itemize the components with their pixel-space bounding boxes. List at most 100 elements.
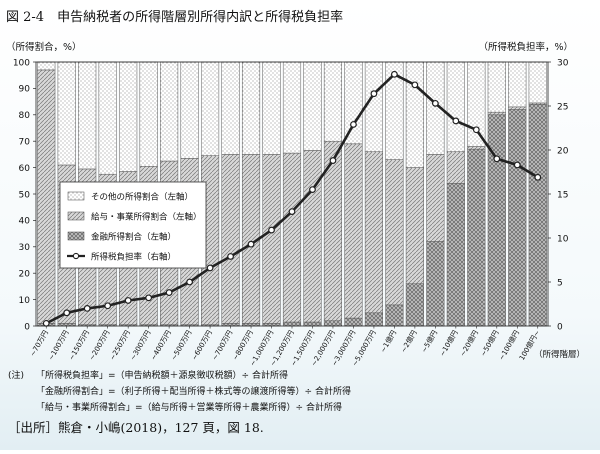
tax-rate-point <box>411 81 419 89</box>
x-axis-unit: （所得階層） <box>534 349 585 360</box>
tax-rate-point <box>472 126 480 134</box>
tax-rate-point <box>165 289 173 296</box>
legend-swatch-salary <box>67 211 85 221</box>
x-tick-labels: ~70万円~100万円~150万円~200万円~250万円~300万円~400万… <box>29 326 542 368</box>
right-tick-label: 5 <box>557 278 563 288</box>
left-tick-label: 40 <box>19 217 31 227</box>
bar-other <box>508 61 527 108</box>
right-tick-label: 0 <box>557 322 563 332</box>
right-tick-label: 15 <box>557 190 568 200</box>
bar-salary <box>282 152 302 323</box>
bar-other <box>57 61 76 166</box>
x-tick-label: ~10億円 <box>437 329 459 358</box>
bar-other <box>119 61 138 172</box>
x-tick-label: ~5億円 <box>419 329 439 355</box>
tax-rate-point <box>370 90 378 98</box>
right-axis-unit: （所得税負担率，%） <box>478 41 573 53</box>
tax-rate-point <box>124 297 132 304</box>
tax-rate-point <box>186 278 194 286</box>
left-tick-label: 90 <box>19 85 31 95</box>
bar-other <box>364 61 383 153</box>
bar-other <box>78 61 97 170</box>
legend-label-financial: 金融所得割合（左軸） <box>91 232 176 243</box>
legend-line-marker <box>72 252 80 260</box>
left-tick-label: 10 <box>19 296 31 306</box>
ticks-layer: 0 10 20 30 40 50 60 70 80 90 100 0 5 10 15 20 25 30 <box>13 58 569 332</box>
tax-rate-point <box>452 117 460 125</box>
tax-rate-point <box>309 186 316 194</box>
tax-rate-point <box>350 121 357 128</box>
bar-other <box>323 61 343 142</box>
bar-financial <box>487 114 506 327</box>
bar-other <box>487 61 506 113</box>
left-tick-label: 30 <box>19 243 31 253</box>
bar-financial <box>528 103 547 327</box>
tax-rate-point <box>206 264 214 272</box>
tax-rate-point <box>83 305 91 312</box>
tax-rate-point <box>63 309 71 317</box>
bar-other <box>160 61 179 162</box>
note-line-1: 「所得税負担率」=（申告納税額＋源泉徴収税額）÷ 合計所得 <box>36 369 288 381</box>
tax-rate-point <box>104 302 112 310</box>
bar-salary <box>37 69 56 324</box>
tax-rate-point <box>227 253 234 260</box>
left-tick-label: 0 <box>24 322 30 332</box>
tax-rate-line-layer <box>42 70 542 327</box>
bar-salary <box>221 154 240 324</box>
bar-salary <box>262 154 281 324</box>
tax-rate-point <box>145 294 153 302</box>
tax-rate-point <box>268 226 275 234</box>
note-line-3: 「給与・事業所得割合」=（給与所得＋営業等所得＋農業所得）÷ 合計所得 <box>36 401 342 413</box>
bar-financial <box>446 183 465 327</box>
legend-label-line: 所得税負担率（右軸） <box>91 252 176 263</box>
right-tick-label: 25 <box>557 102 568 112</box>
note-line-2: 「金融所得割合」=（利子所得＋配当所得＋株式等の譲渡所得等）÷ 合計所得 <box>36 385 351 397</box>
tax-rate-point <box>513 161 521 169</box>
bar-other <box>282 61 302 154</box>
bar-financial <box>364 312 383 327</box>
bar-other <box>221 61 240 155</box>
notes-prefix: (注) <box>8 369 24 381</box>
bar-financial <box>405 283 424 327</box>
tax-rate-point <box>391 70 398 78</box>
bar-salary <box>487 111 506 116</box>
bar-financial <box>344 317 363 327</box>
bar-other <box>467 61 486 147</box>
left-tick-label: 80 <box>19 111 31 121</box>
bar-financial <box>508 109 527 327</box>
right-tick-label: 30 <box>557 58 569 68</box>
x-tick-label: ~100億円 <box>497 329 521 362</box>
left-tick-label: 100 <box>13 58 30 68</box>
legend-swatch-other <box>67 191 85 201</box>
bar-other <box>201 61 220 156</box>
legend-box <box>59 181 207 269</box>
bar-other <box>446 61 465 153</box>
x-tick-label: ~50億円 <box>478 329 500 358</box>
legend-swatch-financial <box>67 231 85 241</box>
left-axis-unit: （所得割合，%） <box>6 41 82 53</box>
bar-financial <box>426 241 445 327</box>
bar-financial <box>323 320 343 327</box>
right-tick-label: 10 <box>557 234 569 244</box>
legend: その他の所得割合（左軸） 給与・事業所得割合（左軸） 金融所得割合（左軸） 所得税負担… <box>59 181 207 269</box>
tax-rate-point <box>493 155 501 163</box>
bar-salary <box>467 146 486 150</box>
bar-other <box>303 61 322 151</box>
tax-rate-point <box>247 240 255 248</box>
tax-rate-point <box>329 157 337 164</box>
bar-other <box>405 61 424 168</box>
bar-other <box>98 61 117 175</box>
tax-rate-point <box>534 173 542 181</box>
bar-salary <box>344 143 363 319</box>
bar-financial <box>385 304 404 327</box>
legend-label-other: その他の所得割合（左軸） <box>91 192 193 203</box>
left-tick-label: 70 <box>19 138 31 148</box>
tax-rate-point <box>431 99 439 107</box>
bar-other <box>262 61 281 155</box>
tax-rate-point <box>42 319 50 327</box>
bar-salary <box>405 167 424 285</box>
x-tick-label: ~20億円 <box>458 329 480 358</box>
x-tick-label: ~2億円 <box>399 329 419 355</box>
